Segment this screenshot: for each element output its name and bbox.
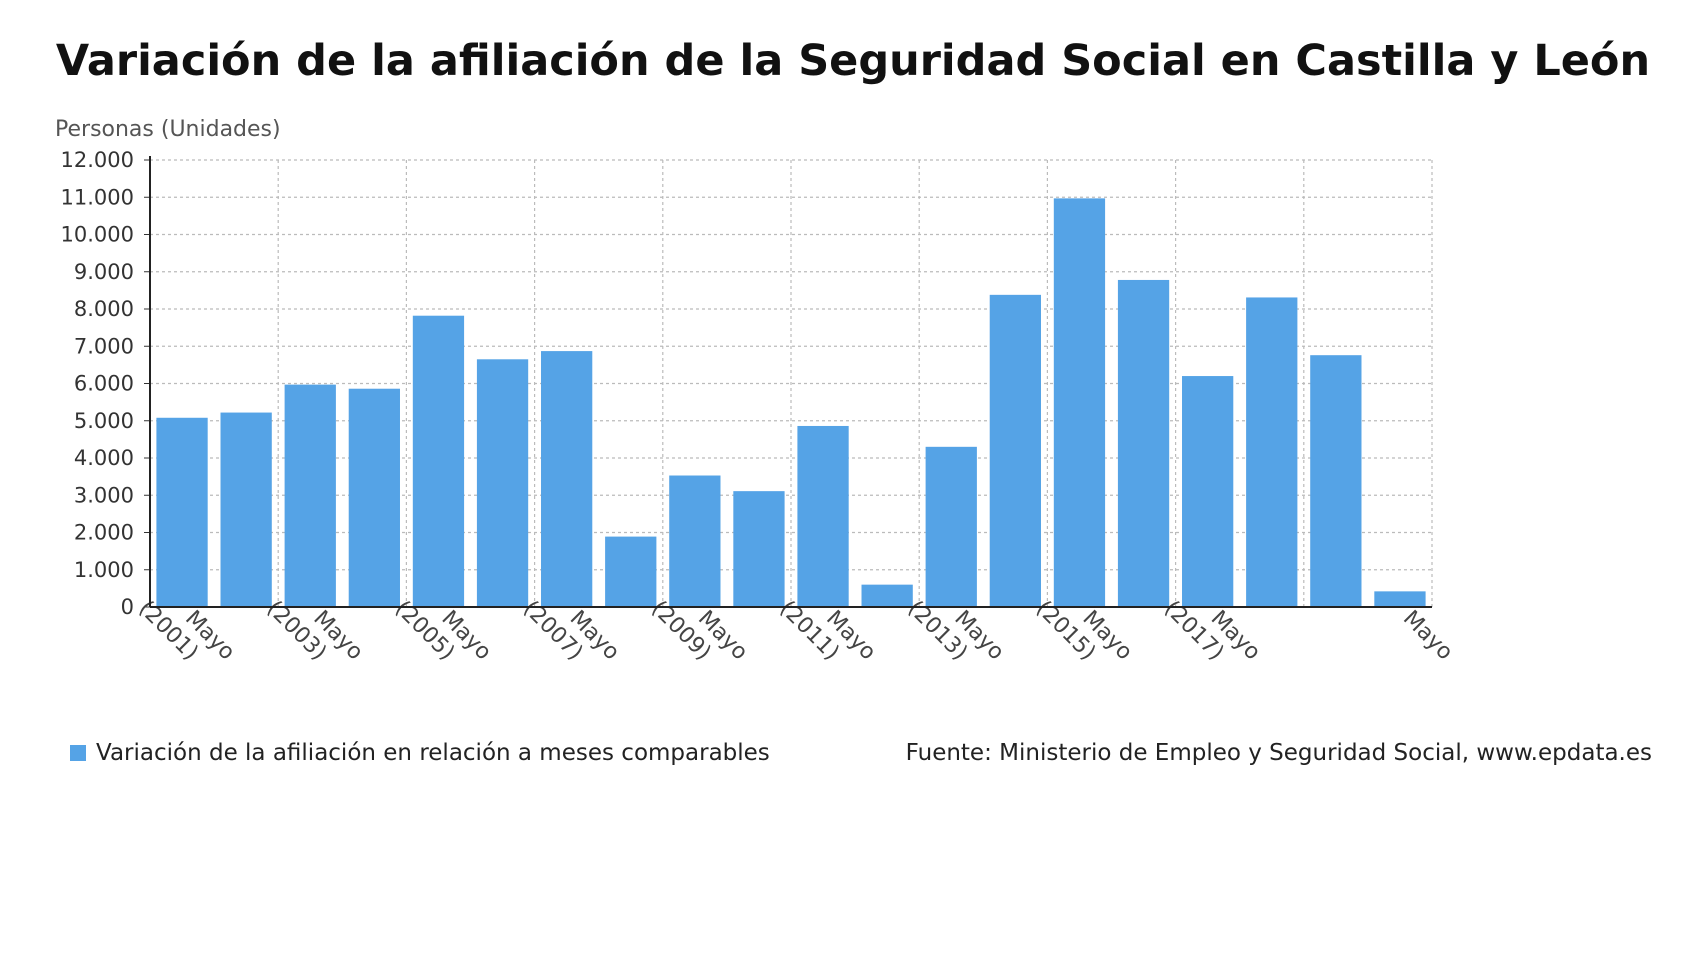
bar-2009 [669,475,721,607]
bar-2002 [220,412,272,607]
y-tick-label: 2.000 [74,521,134,545]
bar-2007 [541,351,593,607]
y-tick-label: 9.000 [74,260,134,284]
bar-2004 [348,388,400,607]
grid-lines [150,159,1433,607]
legend: Variación de la afiliación en relación a… [70,740,770,766]
source-note: Fuente: Ministerio de Empleo y Seguridad… [905,740,1652,766]
y-tick-label: 8.000 [74,297,134,321]
bar-2013 [925,446,977,607]
x-tick-line1: Mayo [1398,606,1457,665]
y-tick-label: 7.000 [74,334,134,358]
y-tick-label: 1.000 [74,558,134,582]
bar-2008 [605,536,657,607]
bar-2017 [1182,376,1234,607]
bar-2001 [156,417,208,607]
bar-2014 [989,294,1041,607]
bar-2006 [476,359,529,607]
legend-label: Variación de la afiliación en relación a… [96,740,770,766]
bar-2019 [1310,355,1362,607]
bar-2018 [1246,297,1298,607]
y-tick-labels: 0 1.000 2.000 3.000 4.000 5.000 6.000 7.000 8.00… [61,148,150,619]
y-tick-label: 3.000 [74,483,134,507]
bar-2015 [1053,198,1106,607]
bar-2005 [412,315,465,607]
bar-2012 [861,584,913,607]
legend-swatch [70,745,86,761]
bar-2016 [1117,279,1170,607]
y-tick-label: 12.000 [61,148,134,172]
chart-title: Variación de la afiliación de la Segurid… [55,36,1651,86]
bar-chart: Personas (Unidades) 0 1.000 2.000 3.000 4.00… [55,117,1457,665]
x-tick-label-19: Mayo [1398,606,1457,665]
y-tick-label: 6.000 [74,372,134,396]
bar-2010 [733,491,785,607]
bar-2020 [1374,591,1426,607]
y-tick-label: 11.000 [61,185,134,209]
bars [156,198,1426,607]
y-tick-label: 0 [121,595,134,619]
bar-2003 [284,384,336,607]
bar-2011 [797,425,849,607]
y-tick-label: 4.000 [74,446,134,470]
y-tick-label: 5.000 [74,409,134,433]
axes [149,156,1432,608]
y-tick-label: 10.000 [61,223,134,247]
y-axis-label: Personas (Unidades) [55,117,281,142]
